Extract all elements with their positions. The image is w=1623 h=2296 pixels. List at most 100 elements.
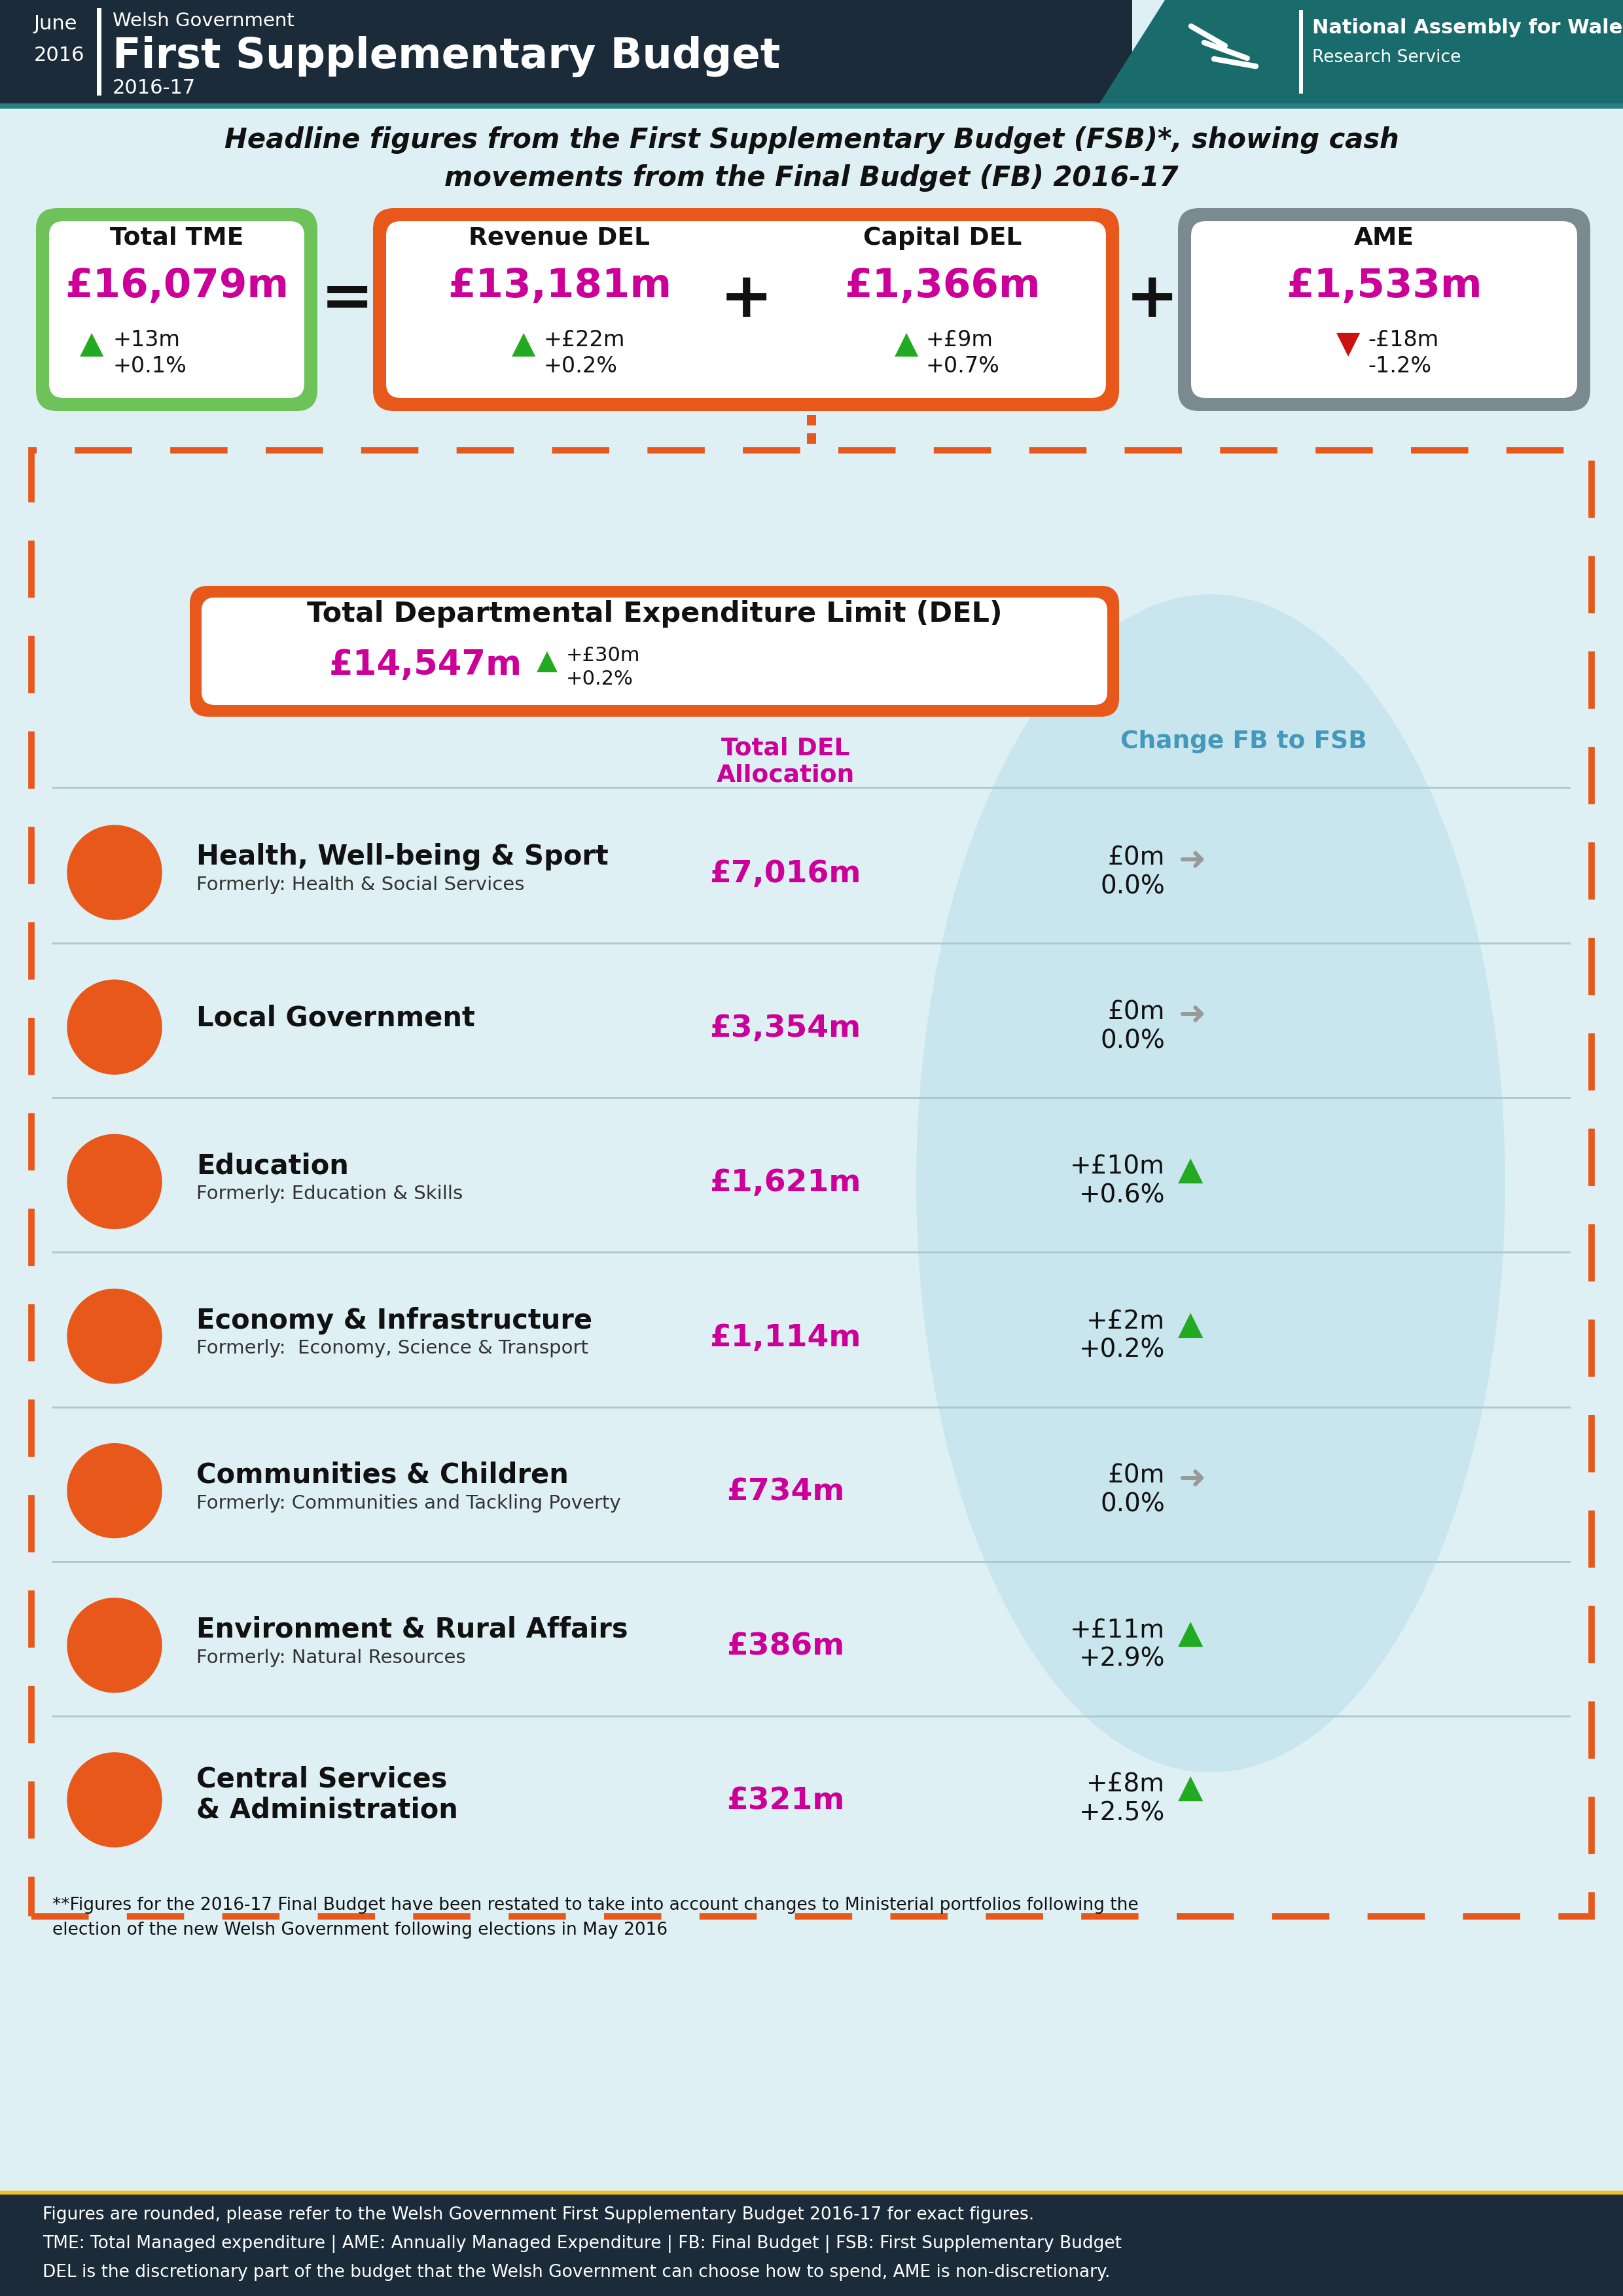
Polygon shape bbox=[1099, 0, 1623, 103]
Text: +£10m: +£10m bbox=[1070, 1155, 1165, 1178]
Text: ▲: ▲ bbox=[1178, 1773, 1203, 1805]
Text: Total DEL
Allocation: Total DEL Allocation bbox=[716, 737, 854, 788]
Text: **Figures for the 2016-17 Final Budget have been restated to take into account c: **Figures for the 2016-17 Final Budget h… bbox=[52, 1896, 1138, 1915]
Circle shape bbox=[68, 1288, 162, 1382]
Text: £0m: £0m bbox=[1109, 1463, 1165, 1488]
Text: Formerly: Natural Resources: Formerly: Natural Resources bbox=[196, 1649, 466, 1667]
Bar bbox=[0, 2195, 1623, 2296]
FancyBboxPatch shape bbox=[1191, 220, 1578, 397]
Text: ➜: ➜ bbox=[1178, 999, 1206, 1031]
Text: +£22m: +£22m bbox=[544, 328, 625, 351]
Text: DEL is the discretionary part of the budget that the Welsh Government can choose: DEL is the discretionary part of the bud… bbox=[42, 2264, 1110, 2280]
Text: Education: Education bbox=[196, 1153, 349, 1180]
Text: ▲: ▲ bbox=[1178, 1309, 1203, 1341]
Text: election of the new Welsh Government following elections in May 2016: election of the new Welsh Government fol… bbox=[52, 1922, 667, 1938]
Text: +: + bbox=[1125, 269, 1178, 331]
Circle shape bbox=[68, 1598, 162, 1692]
Bar bbox=[31, 450, 1592, 1917]
Bar bbox=[97, 7, 101, 96]
Text: Welsh Government: Welsh Government bbox=[112, 11, 294, 30]
Text: National Assembly for Wales: National Assembly for Wales bbox=[1311, 18, 1623, 37]
Text: £0m: £0m bbox=[1109, 845, 1165, 870]
Text: AME: AME bbox=[1354, 227, 1414, 250]
Text: £321m: £321m bbox=[725, 1786, 844, 1816]
Text: ▲: ▲ bbox=[511, 328, 536, 358]
Text: £13,181m: £13,181m bbox=[448, 266, 672, 305]
Text: 0.0%: 0.0% bbox=[1100, 1492, 1165, 1518]
Text: £1,114m: £1,114m bbox=[709, 1322, 862, 1352]
Text: First Supplementary Budget: First Supplementary Budget bbox=[112, 37, 781, 78]
Text: Change FB to FSB: Change FB to FSB bbox=[1120, 730, 1367, 753]
Text: ▲: ▲ bbox=[1178, 1155, 1203, 1185]
Text: +0.7%: +0.7% bbox=[927, 356, 1000, 377]
Text: +£30m: +£30m bbox=[566, 645, 641, 666]
FancyBboxPatch shape bbox=[386, 220, 1105, 397]
Text: £1,366m: £1,366m bbox=[844, 266, 1040, 305]
FancyBboxPatch shape bbox=[49, 220, 305, 397]
Text: Environment & Rural Affairs: Environment & Rural Affairs bbox=[196, 1616, 628, 1644]
Text: +2.5%: +2.5% bbox=[1079, 1800, 1165, 1825]
Text: Research Service: Research Service bbox=[1311, 48, 1461, 67]
Text: £14,547m: £14,547m bbox=[329, 647, 523, 682]
Text: ▲: ▲ bbox=[1178, 1619, 1203, 1649]
Circle shape bbox=[68, 1752, 162, 1846]
Text: +£9m: +£9m bbox=[927, 328, 993, 351]
Text: £1,621m: £1,621m bbox=[709, 1169, 862, 1199]
Bar bbox=[1298, 9, 1303, 94]
Text: ➜: ➜ bbox=[1178, 1463, 1206, 1495]
Text: Communities & Children: Communities & Children bbox=[196, 1460, 568, 1488]
Text: +0.1%: +0.1% bbox=[114, 356, 187, 377]
FancyBboxPatch shape bbox=[201, 597, 1107, 705]
Bar bbox=[0, 2190, 1623, 2195]
Text: £734m: £734m bbox=[725, 1479, 844, 1506]
Text: Formerly: Education & Skills: Formerly: Education & Skills bbox=[196, 1185, 463, 1203]
Text: £1,533m: £1,533m bbox=[1285, 266, 1482, 305]
Text: Total TME: Total TME bbox=[110, 227, 243, 250]
Text: ▲: ▲ bbox=[80, 328, 104, 358]
Text: +£8m: +£8m bbox=[1086, 1773, 1165, 1798]
Circle shape bbox=[68, 980, 162, 1075]
Bar bbox=[0, 0, 1133, 103]
Text: Headline figures from the First Supplementary Budget (FSB)*, showing cash: Headline figures from the First Suppleme… bbox=[224, 126, 1399, 154]
Text: +0.2%: +0.2% bbox=[544, 356, 617, 377]
Text: Economy & Infrastructure: Economy & Infrastructure bbox=[196, 1306, 592, 1334]
Text: movements from the Final Budget (FB) 2016-17: movements from the Final Budget (FB) 201… bbox=[445, 165, 1178, 193]
Text: +£2m: +£2m bbox=[1086, 1309, 1165, 1334]
Text: ▲: ▲ bbox=[894, 328, 919, 358]
Text: 0.0%: 0.0% bbox=[1100, 875, 1165, 898]
Text: +£11m: +£11m bbox=[1070, 1619, 1165, 1642]
Text: Total Departmental Expenditure Limit (DEL): Total Departmental Expenditure Limit (DE… bbox=[307, 599, 1001, 627]
Text: 0.0%: 0.0% bbox=[1100, 1029, 1165, 1054]
Text: £386m: £386m bbox=[727, 1632, 844, 1662]
Text: Figures are rounded, please refer to the Welsh Government First Supplementary Bu: Figures are rounded, please refer to the… bbox=[42, 2206, 1034, 2223]
Text: Central Services: Central Services bbox=[196, 1766, 448, 1793]
Text: -1.2%: -1.2% bbox=[1368, 356, 1431, 377]
Text: Formerly:  Economy, Science & Transport: Formerly: Economy, Science & Transport bbox=[196, 1339, 588, 1357]
Text: £0m: £0m bbox=[1109, 999, 1165, 1024]
Text: ▼: ▼ bbox=[1336, 328, 1360, 358]
Text: Formerly: Health & Social Services: Formerly: Health & Social Services bbox=[196, 875, 524, 893]
FancyBboxPatch shape bbox=[190, 585, 1120, 716]
Text: £16,079m: £16,079m bbox=[65, 266, 289, 305]
Text: =: = bbox=[320, 269, 373, 331]
Text: Capital DEL: Capital DEL bbox=[863, 227, 1022, 250]
Text: TME: Total Managed expenditure | AME: Annually Managed Expenditure | FB: Final B: TME: Total Managed expenditure | AME: An… bbox=[42, 2234, 1121, 2252]
Circle shape bbox=[68, 1134, 162, 1228]
Text: Revenue DEL: Revenue DEL bbox=[469, 227, 651, 250]
Text: +2.9%: +2.9% bbox=[1079, 1646, 1165, 1671]
Ellipse shape bbox=[917, 595, 1505, 1773]
FancyBboxPatch shape bbox=[36, 209, 318, 411]
Text: Formerly: Communities and Tackling Poverty: Formerly: Communities and Tackling Pover… bbox=[196, 1495, 622, 1513]
Text: +: + bbox=[719, 269, 773, 331]
Text: +0.2%: +0.2% bbox=[1079, 1339, 1165, 1362]
Text: & Administration: & Administration bbox=[196, 1795, 458, 1823]
Text: 2016-17: 2016-17 bbox=[112, 78, 196, 96]
Text: -£18m: -£18m bbox=[1368, 328, 1438, 351]
Text: Local Government: Local Government bbox=[196, 1003, 476, 1031]
FancyBboxPatch shape bbox=[373, 209, 1120, 411]
Text: £3,354m: £3,354m bbox=[709, 1015, 860, 1042]
Text: June: June bbox=[34, 14, 78, 34]
Text: Health, Well-being & Sport: Health, Well-being & Sport bbox=[196, 843, 609, 870]
Text: +0.2%: +0.2% bbox=[566, 670, 633, 689]
Bar bbox=[0, 103, 1623, 108]
